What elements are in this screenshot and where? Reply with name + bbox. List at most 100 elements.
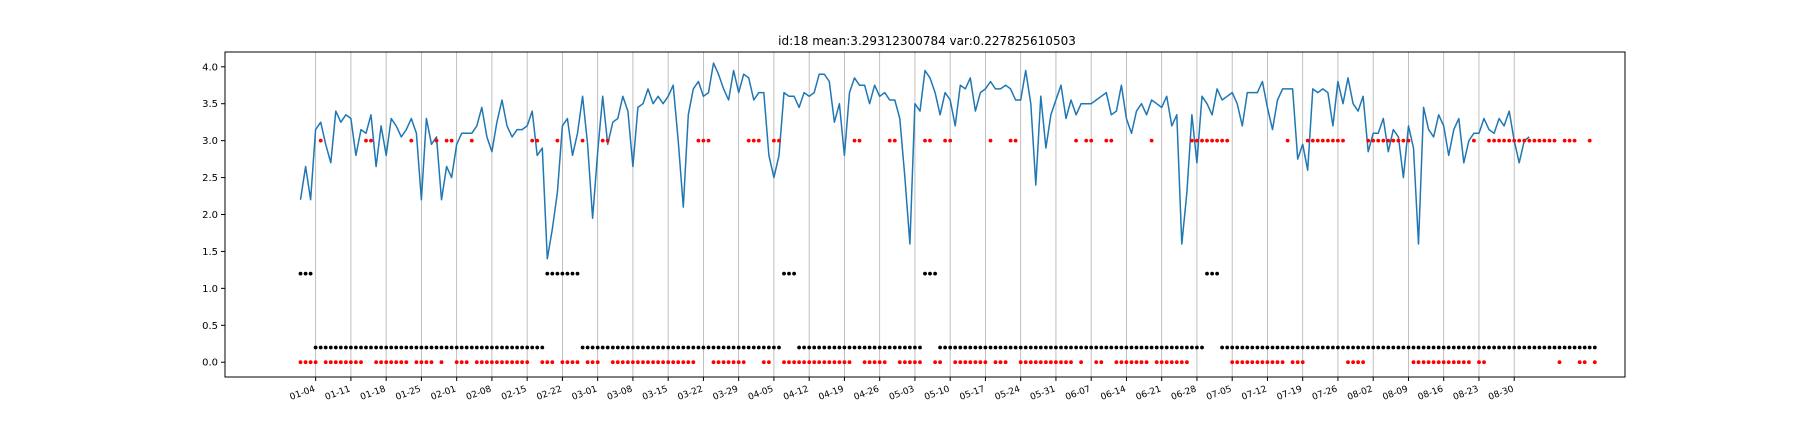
data-point xyxy=(756,345,761,350)
data-point xyxy=(963,360,968,365)
data-point xyxy=(772,345,776,350)
data-point xyxy=(459,345,464,350)
data-point xyxy=(872,345,877,350)
data-point xyxy=(1371,345,1376,350)
data-point xyxy=(802,345,806,350)
data-point xyxy=(1331,345,1335,350)
data-point xyxy=(535,345,540,350)
data-point xyxy=(409,345,414,350)
data-point xyxy=(1225,138,1230,143)
data-point xyxy=(419,345,424,350)
data-point xyxy=(1472,345,1476,350)
data-point xyxy=(560,271,565,276)
data-point xyxy=(495,360,499,365)
data-point xyxy=(877,345,882,350)
data-point xyxy=(963,345,968,350)
data-point xyxy=(1169,360,1174,365)
data-point xyxy=(520,345,524,350)
data-point xyxy=(716,360,721,365)
data-point xyxy=(676,360,681,365)
data-point xyxy=(978,360,983,365)
data-point xyxy=(1164,345,1169,350)
data-point xyxy=(913,345,917,350)
data-point xyxy=(968,360,973,365)
data-point xyxy=(651,360,655,365)
data-point xyxy=(1270,345,1275,350)
data-point xyxy=(787,360,791,365)
x-tick-label: 02-01 xyxy=(430,384,458,402)
data-point xyxy=(767,360,771,365)
data-point xyxy=(485,345,489,350)
data-point xyxy=(721,360,726,365)
data-point xyxy=(1265,360,1270,365)
data-point xyxy=(938,345,942,350)
data-point xyxy=(933,360,937,365)
data-point xyxy=(832,360,837,365)
data-point xyxy=(1386,345,1391,350)
data-point xyxy=(1492,138,1496,143)
data-point xyxy=(1310,345,1315,350)
data-point xyxy=(1507,345,1512,350)
data-point xyxy=(565,360,570,365)
data-point xyxy=(928,271,932,276)
data-point xyxy=(1567,138,1572,143)
data-point xyxy=(1003,345,1008,350)
data-point xyxy=(1119,345,1124,350)
data-point xyxy=(726,345,731,350)
data-point xyxy=(454,360,459,365)
data-point xyxy=(1577,345,1582,350)
data-point xyxy=(897,360,902,365)
data-point xyxy=(389,345,394,350)
data-point xyxy=(520,360,524,365)
data-point xyxy=(1094,360,1099,365)
data-point xyxy=(510,345,514,350)
data-point xyxy=(1215,138,1219,143)
data-point xyxy=(872,360,877,365)
data-point xyxy=(464,345,469,350)
data-point xyxy=(389,360,394,365)
data-point xyxy=(1532,138,1537,143)
data-point xyxy=(570,360,575,365)
data-point xyxy=(887,138,892,143)
data-point xyxy=(595,360,600,365)
data-point xyxy=(1185,360,1189,365)
data-point xyxy=(1104,345,1109,350)
chart-title: id:18 mean:3.29312300784 var:0.227825610… xyxy=(778,34,1076,48)
data-point xyxy=(892,345,897,350)
data-point xyxy=(1059,360,1063,365)
x-tick-label: 04-19 xyxy=(817,384,845,402)
data-point xyxy=(344,360,348,365)
data-point xyxy=(1210,138,1214,143)
data-point xyxy=(1149,345,1154,350)
data-point xyxy=(404,345,409,350)
data-point xyxy=(595,345,600,350)
data-point xyxy=(862,345,867,350)
data-point xyxy=(590,360,595,365)
data-point xyxy=(656,360,660,365)
data-point xyxy=(585,360,590,365)
data-point xyxy=(1431,360,1436,365)
data-point xyxy=(636,360,640,365)
data-point xyxy=(1139,360,1144,365)
x-tick-label: 05-03 xyxy=(888,384,916,402)
data-point xyxy=(1461,345,1466,350)
x-tick-label: 04-05 xyxy=(747,384,775,402)
data-point xyxy=(852,138,857,143)
data-point xyxy=(1502,345,1506,350)
data-point xyxy=(349,345,353,350)
x-tick-label: 02-08 xyxy=(465,384,493,402)
data-point xyxy=(1557,360,1562,365)
data-point xyxy=(973,360,978,365)
data-point xyxy=(973,345,978,350)
data-point xyxy=(761,345,766,350)
data-point xyxy=(1482,360,1486,365)
data-point xyxy=(439,345,444,350)
data-point xyxy=(1084,138,1089,143)
data-point xyxy=(1023,345,1028,350)
data-point xyxy=(636,345,640,350)
data-point xyxy=(1522,138,1527,143)
data-point xyxy=(354,345,358,350)
data-point xyxy=(847,345,852,350)
data-point xyxy=(1315,138,1320,143)
data-point xyxy=(1562,345,1567,350)
